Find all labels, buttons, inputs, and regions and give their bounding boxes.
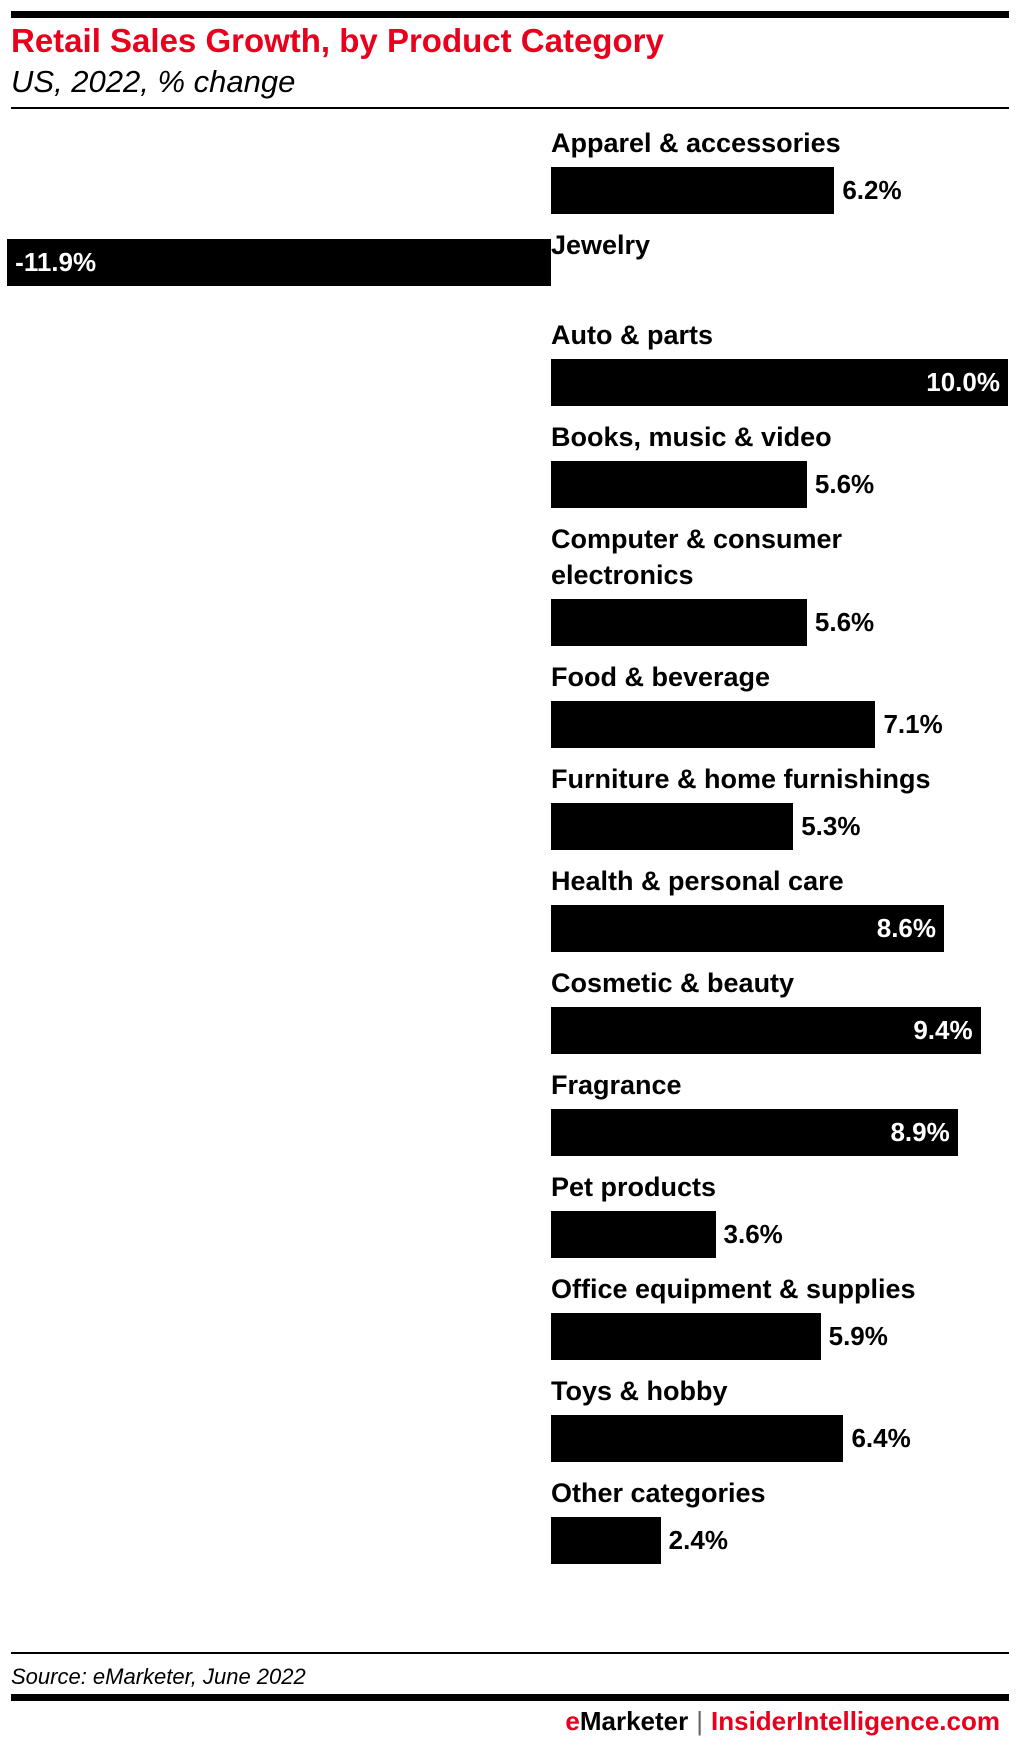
data-label: 10.0% [926,367,1000,397]
category-label: Pet products [551,1172,717,1202]
chart-title: Retail Sales Growth, by Product Category [11,22,664,59]
bar [551,599,807,646]
footer-rule [11,1694,1009,1701]
category-label: Health & personal care [551,866,844,896]
category-label: Food & beverage [551,662,771,692]
data-label: 5.6% [814,607,875,637]
category-label: Apparel & accessories [551,128,841,158]
category-label: Computer & consumer electronics [551,524,843,590]
category-label: Furniture & home furnishings [551,764,931,794]
category-label: Office equipment & supplies [551,1274,916,1304]
brand-separator: | [696,1706,704,1736]
bar [551,1007,981,1054]
data-label: 5.3% [801,811,861,841]
header-divider [11,107,1009,109]
category-label: Auto & parts [551,320,713,350]
source-note: Source: eMarketer, June 2022 [11,1664,306,1689]
bar [551,1517,661,1564]
data-label: 8.6% [876,913,937,943]
bar [551,167,835,214]
data-label: 7.1% [883,709,943,739]
category-label: Cosmetic & beauty [551,968,795,998]
footer-divider [11,1652,1009,1654]
data-label: 5.6% [814,469,875,499]
bar [7,239,551,286]
bar [551,1109,958,1156]
top-rule [11,11,1009,18]
brand-emarketer: Marketer [579,1706,689,1736]
brand-footer: eMarketer | InsiderIntelligence.com [565,1706,1000,1736]
bar [551,359,1008,406]
data-label: 5.9% [828,1321,888,1351]
bar [551,1313,821,1360]
data-label: 3.6% [723,1219,783,1249]
data-label: 9.4% [913,1015,973,1045]
bar [551,905,945,952]
brand-insider-intelligence: InsiderIntelligence.com [711,1706,1000,1736]
chart-subtitle: US, 2022, % change [11,64,296,99]
category-label: Fragrance [551,1070,682,1100]
bar [551,701,876,748]
data-label: 6.4% [851,1423,911,1453]
data-label: 6.2% [842,175,902,205]
category-label: Toys & hobby [551,1376,728,1406]
category-label: Books, music & video [551,422,832,452]
category-label: Other categories [551,1478,766,1508]
bar [551,461,807,508]
data-label: -11.9% [15,247,97,277]
bar [551,1211,716,1258]
category-label: Jewelry [551,230,651,260]
data-label: 8.9% [890,1117,950,1147]
data-label: 2.4% [668,1525,728,1555]
bar [551,1415,844,1462]
bar [551,803,794,850]
